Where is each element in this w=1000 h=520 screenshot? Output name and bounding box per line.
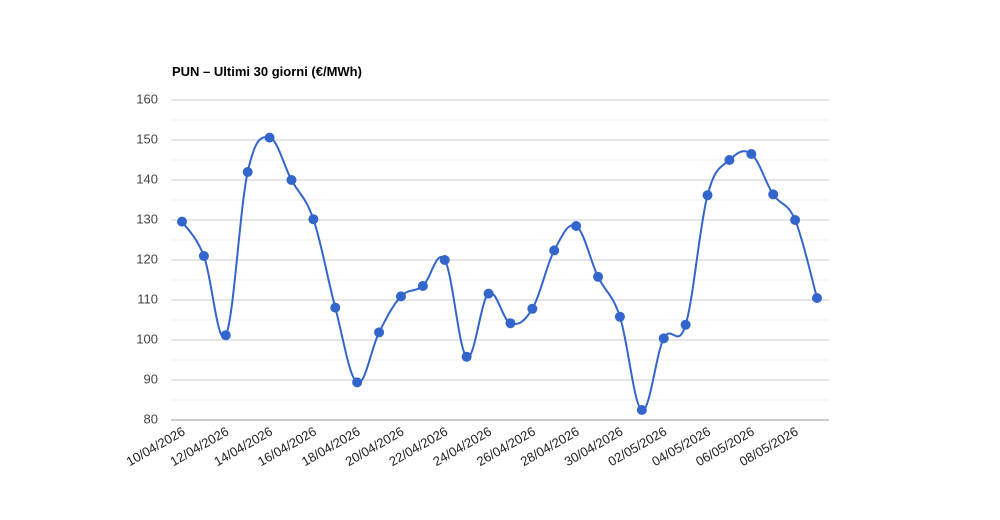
y-tick-label: 100 <box>136 331 158 346</box>
point <box>330 302 341 313</box>
line <box>181 136 818 412</box>
y-tick-label: 120 <box>136 251 158 266</box>
point <box>461 351 472 362</box>
point <box>220 330 231 341</box>
y-tick-label: 140 <box>136 171 158 186</box>
y-tick-label: 80 <box>144 411 158 426</box>
point <box>198 251 209 261</box>
point <box>352 377 363 388</box>
point <box>374 327 385 338</box>
y-tick-label: 150 <box>136 131 158 146</box>
chart-title: PUN – Ultimi 30 giorni (€/MWh) <box>172 64 362 79</box>
point <box>746 149 757 159</box>
point <box>549 245 560 256</box>
point <box>177 216 187 227</box>
point <box>702 190 713 201</box>
point <box>812 293 822 303</box>
point <box>724 155 735 165</box>
point <box>483 288 494 299</box>
point <box>286 175 297 185</box>
y-tick-label: 160 <box>136 91 158 106</box>
point <box>417 281 428 291</box>
point <box>768 189 779 200</box>
point <box>680 319 691 330</box>
point <box>790 215 801 225</box>
point <box>264 132 275 143</box>
point <box>658 333 669 344</box>
point <box>593 271 604 282</box>
point <box>395 291 406 302</box>
y-tick-label: 110 <box>137 291 158 306</box>
point <box>439 255 450 265</box>
point <box>571 221 582 231</box>
point <box>242 167 253 177</box>
point <box>505 318 516 329</box>
point <box>636 405 647 415</box>
point <box>308 214 319 225</box>
point <box>527 303 538 314</box>
y-tick-label: 90 <box>144 371 158 386</box>
y-tick-label: 130 <box>136 211 158 226</box>
point <box>614 311 625 322</box>
